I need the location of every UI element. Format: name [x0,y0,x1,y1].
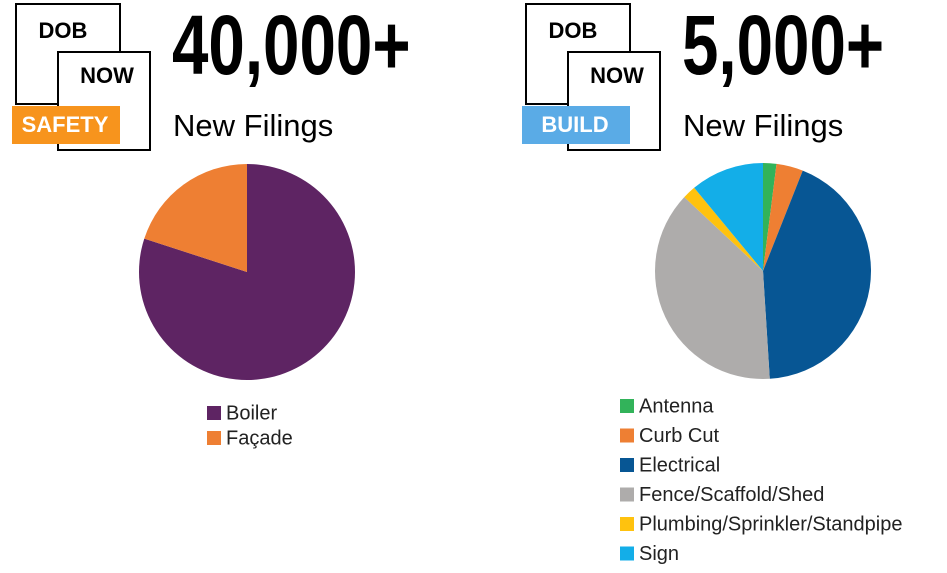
legend-label: Fence/Scaffold/Shed [639,484,824,506]
legend-label: Façade [226,427,293,449]
legend-swatch [620,458,634,472]
legend-label: Plumbing/Sprinkler/Standpipe [639,513,903,535]
pie-slice [694,163,763,271]
logo-label: BUILD [541,112,608,137]
pie-slice [684,187,763,271]
subtitle: New Filings [683,108,843,143]
legend-swatch [620,517,634,531]
pie-slice [654,197,770,379]
logo-text: DOB [549,18,598,43]
subtitle: New Filings [173,108,333,143]
pie-slice [763,163,803,271]
pie-slice [763,170,872,379]
legend-swatch [207,406,221,420]
logo-label: SAFETY [22,112,109,137]
legend-swatch [620,546,634,561]
logo-label-box [12,106,120,144]
headline: 40,000+ [172,0,411,92]
logo-label-box [522,106,630,144]
legend-swatch [207,431,221,445]
logo-text: NOW [590,63,644,88]
legend-label: Boiler [226,402,277,424]
logo-text: DOB [39,18,88,43]
legend-label: Curb Cut [639,425,719,447]
legend-label: Electrical [639,454,720,476]
pie-slice [144,164,247,272]
legend-label: Antenna [639,395,714,417]
legend-swatch [620,487,634,502]
legend-label: Sign [639,543,679,565]
pie-slice [763,163,777,271]
legend-swatch [620,428,634,443]
logo-text: NOW [80,63,134,88]
legend-swatch [620,399,634,413]
headline: 5,000+ [682,0,884,92]
